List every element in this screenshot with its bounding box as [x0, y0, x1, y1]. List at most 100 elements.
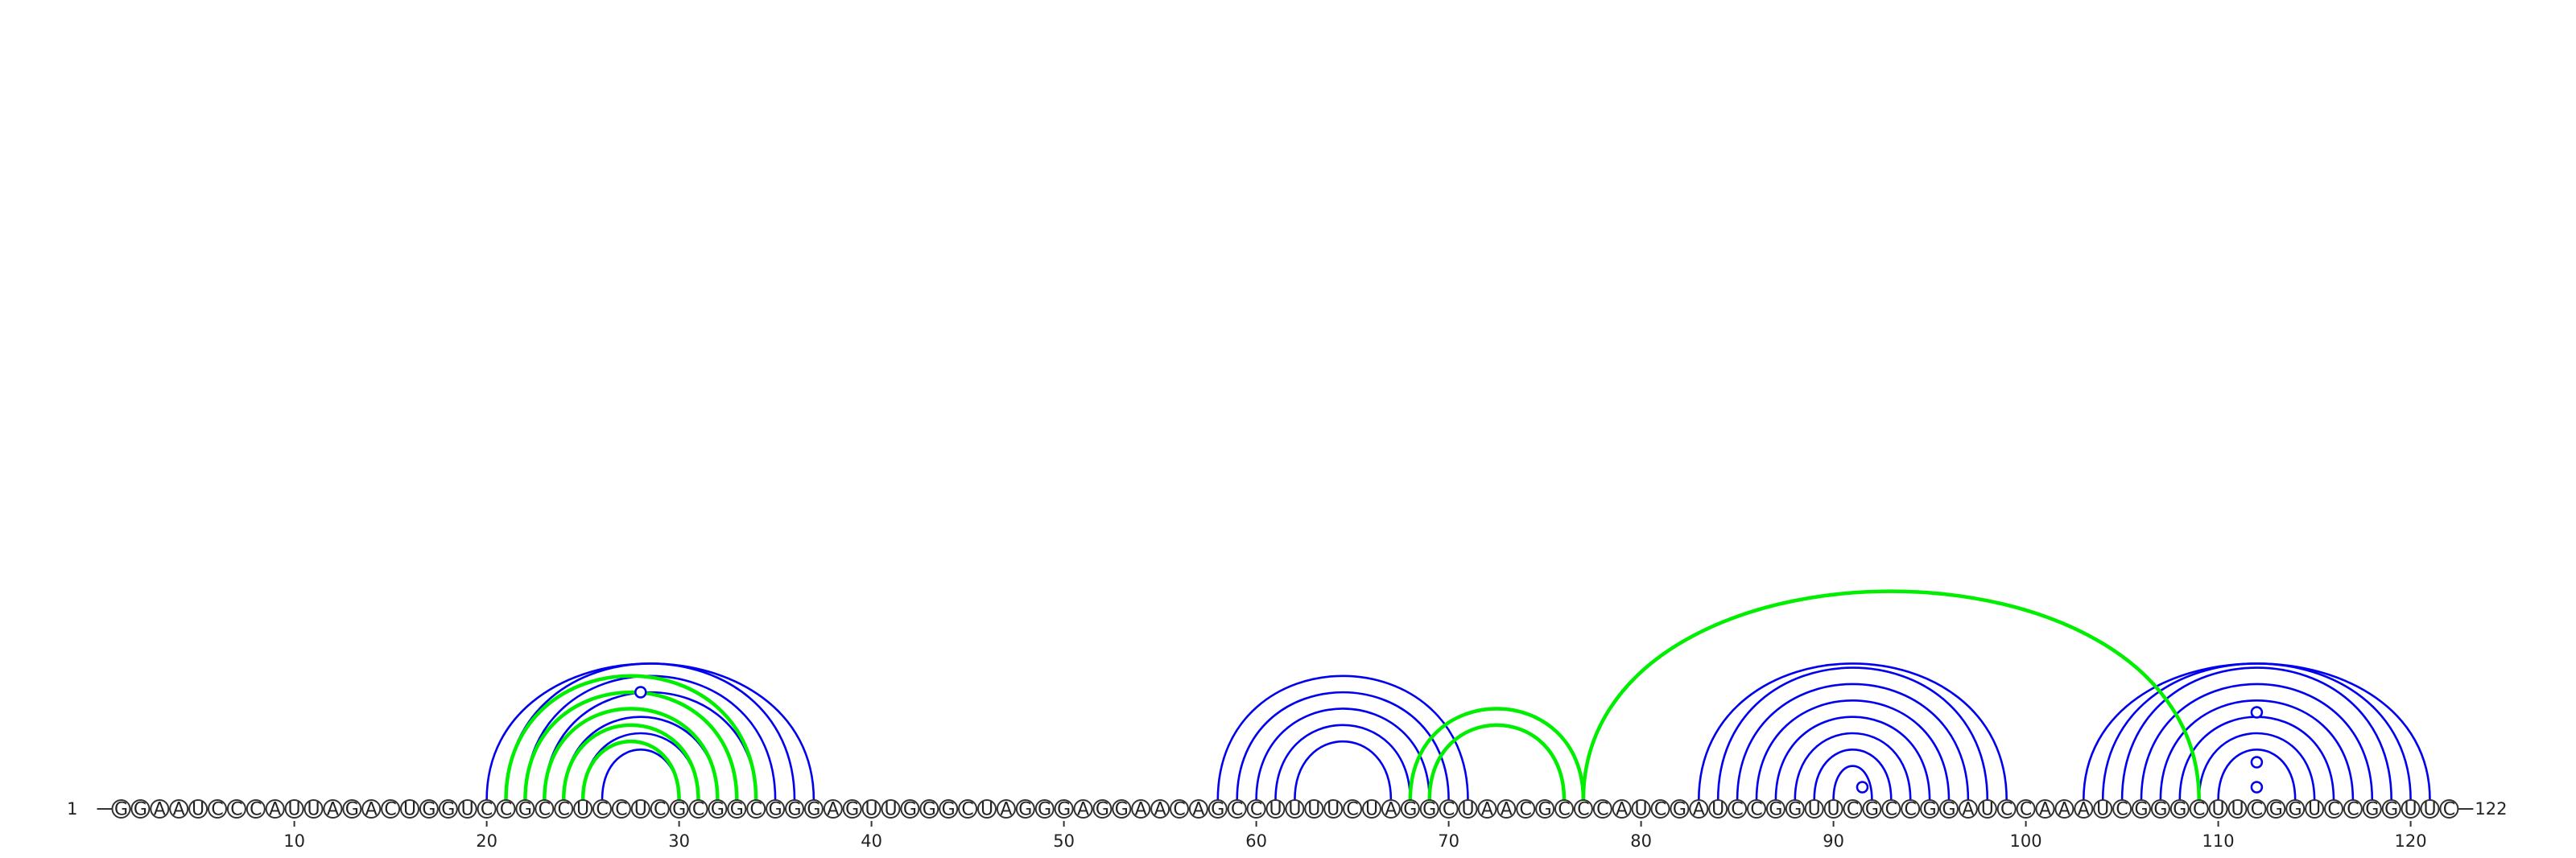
primary-pair-arc [1794, 732, 1912, 801]
nucleotide: C [1843, 799, 1863, 820]
nucleotide: A [1496, 799, 1517, 820]
nucleotide-letter: U [980, 800, 993, 820]
alternative-pair-arc [523, 691, 739, 801]
nucleotide: C [1227, 799, 1247, 820]
nucleotide: C [2343, 799, 2363, 820]
nucleotide: C [381, 799, 401, 820]
nucleotide-letter: G [711, 800, 724, 820]
base-pair-arcs [485, 589, 2431, 801]
nucleotide-letter: C [558, 800, 570, 820]
nucleotide: C [688, 799, 708, 820]
primary-pair-arc [562, 716, 719, 801]
nucleotide: U [630, 799, 650, 820]
nucleotide-letter: A [1962, 800, 1974, 820]
nucleotide: C [2324, 799, 2343, 820]
nucleotide: A [1477, 799, 1497, 820]
nucleotide-letter: C [1596, 800, 1608, 820]
nucleotide-letter: U [576, 800, 589, 820]
nucleotide-letter: C [1847, 800, 1859, 820]
nucleotide-letter: U [192, 800, 204, 820]
nucleotide-letter: C [1885, 800, 1897, 820]
nucleotide-letter: U [1635, 800, 1648, 820]
primary-pair-arc [2217, 749, 2297, 801]
nucleotide-letter: C [2443, 800, 2455, 820]
end-index-label: 122 [2475, 799, 2507, 819]
nucleotide: A [1188, 799, 1208, 820]
nucleotide: U [573, 799, 593, 820]
nucleotide-letter: G [2365, 800, 2379, 820]
nucleotide: C [2112, 799, 2132, 820]
nucleotide-letter: G [422, 800, 436, 820]
nucleotide-letter: G [134, 800, 147, 820]
nucleotide: C [226, 799, 246, 820]
nucleotide: U [1804, 799, 1824, 820]
nucleotide: A [1131, 799, 1151, 820]
nucleotide-letter: G [2173, 800, 2186, 820]
loop-marker [1856, 781, 1869, 794]
nucleotide: C [1170, 799, 1189, 820]
nucleotide: U [1631, 799, 1651, 820]
nucleotide-letter: U [1827, 800, 1840, 820]
nucleotide: A [823, 799, 843, 820]
nucleotide: U [457, 799, 477, 820]
position-axis: 10 20 30 40 50 60 70 80 90 100 110 120 [283, 821, 2427, 851]
nucleotide-letter: G [1115, 800, 1129, 820]
nucleotide-letter: G [1865, 800, 1879, 820]
nucleotide: G [939, 799, 959, 820]
nucleotide-letter: C [692, 800, 704, 820]
nucleotide-letter: U [634, 800, 647, 820]
nucleotide: G [727, 799, 747, 820]
nucleotide-letter: C [1250, 800, 1262, 820]
nucleotide-letter: G [942, 800, 956, 820]
nucleotide: C [496, 799, 516, 820]
nucleotide: G [669, 799, 689, 820]
primary-pair-arc [1813, 749, 1893, 801]
nucleotide: U [977, 799, 997, 820]
nucleotide-letter: C [500, 800, 512, 820]
nucleotide: C [650, 799, 670, 820]
nucleotide: G [2381, 799, 2401, 820]
nucleotide-letter: U [2096, 800, 2109, 820]
nucleotide: G [708, 799, 728, 820]
nucleotide-letter: C [615, 800, 627, 820]
nucleotide: U [1977, 799, 1997, 820]
nucleotide-letter: G [1422, 800, 1436, 820]
nucleotide: C [1650, 799, 1670, 820]
nucleotide-letter: C [1231, 800, 1243, 820]
tick-label: 110 [2202, 831, 2235, 851]
nucleotide-letter: U [2231, 800, 2244, 820]
nucleotide-letter: A [327, 800, 339, 820]
nucleotide-letter: C [1577, 800, 1589, 820]
loop-marker [2250, 706, 2264, 719]
nucleotide-letter: U [2405, 800, 2417, 820]
nucleotide-letter: A [1154, 800, 1166, 820]
nucleotide: U [1304, 799, 1324, 820]
alternative-pair-arc [561, 723, 700, 801]
nucleotide-letter: C [961, 800, 973, 820]
nucleotide: C [1573, 799, 1593, 820]
nucleotide-letter: C [2000, 800, 2013, 820]
nucleotide: G [1862, 799, 1882, 820]
nucleotide: G [1400, 799, 1420, 820]
nucleotide: U [861, 799, 881, 820]
nucleotide: G [1939, 799, 1959, 820]
nucleotide-letter: G [518, 800, 532, 820]
nucleotide: C [554, 799, 574, 820]
primary-pair-arc [1716, 666, 1989, 801]
nucleotide: G [2362, 799, 2382, 820]
nucleotide-letter: U [1327, 800, 1340, 820]
nucleotide: U [2401, 799, 2421, 820]
nucleotide: C [246, 799, 266, 820]
start-index-label: 1 [67, 799, 77, 819]
nucleotide: G [785, 799, 804, 820]
nucleotide-letter: C [1654, 800, 1666, 820]
primary-pair-arc [2159, 699, 2355, 801]
nucleotide-letter: A [365, 800, 378, 820]
nucleotide-letter: U [884, 800, 897, 820]
nucleotide-letter: C [1443, 800, 1455, 820]
nucleotide-letter: A [173, 800, 185, 820]
nucleotide: G [1034, 799, 1055, 820]
nucleotide-letter: C [539, 800, 551, 820]
nucleotide: G [2285, 799, 2306, 820]
